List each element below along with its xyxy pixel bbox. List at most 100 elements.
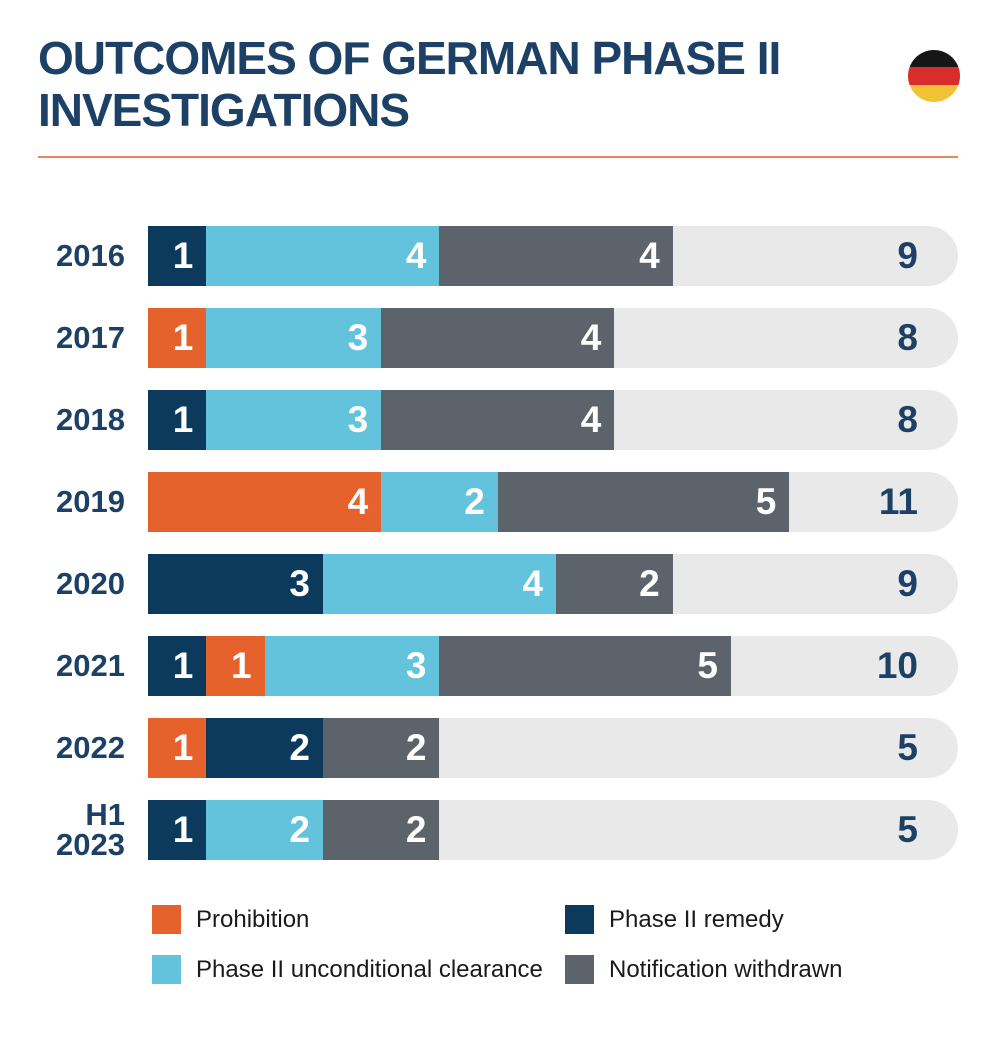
segment-value: 1 bbox=[172, 645, 194, 686]
segment-value: 4 bbox=[522, 563, 544, 604]
segment-value: 4 bbox=[580, 399, 602, 440]
bar-track: 1 1 3 5 10 bbox=[148, 636, 958, 696]
segment-value: 2 bbox=[639, 563, 660, 604]
segment-value: 4 bbox=[580, 317, 602, 358]
chart-row: 2017 1 3 4 8 bbox=[0, 308, 991, 368]
segment-value: 3 bbox=[405, 645, 427, 686]
segment-value: 2 bbox=[464, 481, 485, 522]
segment-value: 1 bbox=[172, 399, 194, 440]
bar-segment-clearance: 2 bbox=[206, 800, 323, 860]
segment-value: 1 bbox=[172, 235, 194, 276]
segment-value: 5 bbox=[755, 481, 777, 522]
row-total: 5 bbox=[897, 727, 918, 768]
bar-segment-prohibition: 1 bbox=[206, 636, 265, 696]
bar-segment-clearance: 4 bbox=[322, 554, 557, 614]
row-total: 9 bbox=[897, 235, 918, 276]
row-total: 10 bbox=[876, 645, 918, 686]
chart-row: 2018 1 3 4 8 bbox=[0, 390, 991, 450]
chart-row: 2016 1 4 4 9 bbox=[0, 226, 991, 286]
bar-track: 3 4 2 9 bbox=[148, 554, 958, 614]
stacked-bar-chart: 2016 1 4 4 9 2017 1 3 4 8 2018 1 3 4 8 2019 4 2 5 11 2020 3 4 2… bbox=[0, 226, 991, 882]
segment-value: 5 bbox=[697, 645, 718, 686]
segment-value: 1 bbox=[172, 727, 194, 768]
legend-item-prohibition: Prohibition bbox=[152, 905, 565, 934]
bar-segment-withdrawn: 4 bbox=[381, 308, 615, 368]
bar-segment-withdrawn: 5 bbox=[497, 472, 790, 532]
bar-track: 1 2 2 5 bbox=[148, 800, 958, 860]
bar-segment-remedy: 3 bbox=[148, 554, 323, 614]
year-label: 2018 bbox=[56, 402, 125, 437]
bar-track: 1 2 2 5 bbox=[148, 718, 958, 778]
legend-label: Phase II remedy bbox=[609, 906, 784, 933]
chart-row: 2021 1 1 3 5 10 bbox=[0, 636, 991, 696]
year-label: 2020 bbox=[56, 566, 125, 601]
bar-segment-remedy: 1 bbox=[148, 390, 207, 450]
legend-label: Notification withdrawn bbox=[609, 956, 843, 983]
bar-segment-clearance: 3 bbox=[206, 390, 382, 450]
row-total: 5 bbox=[897, 809, 918, 850]
segment-value: 1 bbox=[172, 317, 194, 358]
bar-segment-prohibition: 1 bbox=[148, 718, 207, 778]
bar-track: 4 2 5 11 bbox=[148, 472, 958, 532]
bar-segment-remedy: 1 bbox=[148, 636, 207, 696]
bar-segment-remedy: 1 bbox=[148, 800, 207, 860]
legend-swatch-withdrawn bbox=[565, 955, 594, 984]
bar-segment-clearance: 2 bbox=[381, 472, 498, 532]
legend-label: Phase II unconditional clearance bbox=[196, 956, 543, 983]
year-label: 2017 bbox=[56, 320, 125, 355]
legend-item-withdrawn: Notification withdrawn bbox=[565, 955, 842, 984]
title-divider-rule bbox=[38, 156, 958, 158]
segment-value: 2 bbox=[405, 809, 427, 850]
legend-swatch-clearance bbox=[152, 955, 181, 984]
legend-swatch-prohibition bbox=[152, 905, 181, 934]
legend-item-clearance: Phase II unconditional clearance bbox=[152, 955, 565, 984]
flag-band-gold bbox=[908, 84, 960, 102]
bar-segment-withdrawn: 2 bbox=[322, 800, 440, 860]
row-total: 8 bbox=[897, 317, 918, 358]
chart-legend: Prohibition Phase II remedy Phase II uncon… bbox=[152, 905, 842, 984]
year-label: 2021 bbox=[56, 648, 125, 683]
segment-value: 1 bbox=[172, 809, 194, 850]
segment-value: 2 bbox=[405, 727, 427, 768]
segment-value: 3 bbox=[347, 317, 369, 358]
segment-value: 2 bbox=[289, 727, 310, 768]
bar-segment-withdrawn: 2 bbox=[322, 718, 440, 778]
bar-segment-withdrawn: 2 bbox=[556, 554, 673, 614]
year-label: 2019 bbox=[56, 484, 125, 519]
segment-value: 4 bbox=[639, 235, 660, 276]
bar-track: 1 3 4 8 bbox=[148, 308, 958, 368]
segment-value: 3 bbox=[289, 563, 310, 604]
flag-band-red bbox=[908, 67, 960, 85]
bar-segment-withdrawn: 4 bbox=[439, 226, 673, 286]
bar-segment-withdrawn: 5 bbox=[439, 636, 731, 696]
segment-value: 3 bbox=[347, 399, 369, 440]
row-total: 11 bbox=[878, 481, 918, 522]
legend-item-remedy: Phase II remedy bbox=[565, 905, 842, 934]
row-total: 8 bbox=[897, 399, 918, 440]
segment-value: 1 bbox=[231, 645, 252, 686]
bar-segment-clearance: 3 bbox=[206, 308, 382, 368]
legend-swatch-remedy bbox=[565, 905, 594, 934]
row-total: 9 bbox=[897, 563, 918, 604]
chart-row: 2020 3 4 2 9 bbox=[0, 554, 991, 614]
bar-segment-clearance: 4 bbox=[206, 226, 440, 286]
bar-track: 1 4 4 9 bbox=[148, 226, 958, 286]
germany-flag-icon bbox=[908, 50, 960, 102]
legend-label: Prohibition bbox=[196, 906, 310, 933]
segment-value: 4 bbox=[405, 235, 427, 276]
chart-row: 2022 1 2 2 5 bbox=[0, 718, 991, 778]
year-label: 2022 bbox=[56, 730, 125, 765]
bar-segment-remedy: 1 bbox=[148, 226, 207, 286]
bar-segment-clearance: 3 bbox=[264, 636, 440, 696]
bar-segment-remedy: 2 bbox=[206, 718, 323, 778]
year-label: H1 2023 bbox=[56, 797, 125, 862]
bar-segment-prohibition: 1 bbox=[148, 308, 207, 368]
page-title: OUTCOMES OF GERMAN PHASE II INVESTIGATIO… bbox=[38, 32, 781, 136]
year-label: 2016 bbox=[56, 238, 125, 273]
bar-segment-prohibition: 4 bbox=[148, 472, 382, 532]
segment-value: 2 bbox=[289, 809, 310, 850]
bar-track: 1 3 4 8 bbox=[148, 390, 958, 450]
flag-band-black bbox=[908, 50, 960, 68]
segment-value: 4 bbox=[347, 481, 369, 522]
